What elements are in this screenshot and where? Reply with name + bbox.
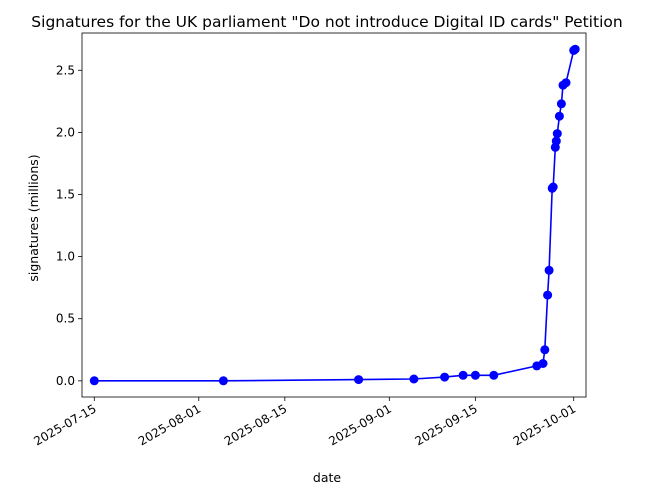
data-point [538,359,548,368]
y-tick-label: 0.0 [56,374,75,388]
y-axis-label: signatures (millions) [26,154,41,281]
data-point [440,372,450,382]
data-point [470,370,480,380]
x-tick-label: 2025-08-01 [136,401,203,448]
data-point [554,111,564,121]
data-point [89,376,99,386]
data-point [570,44,580,54]
x-tick-label: 2025-09-15 [412,401,479,448]
x-tick-label: 2025-07-15 [31,401,98,448]
y-tick-label: 1.5 [56,188,75,202]
y-tick-label: 0.5 [56,312,75,326]
data-point [543,290,553,300]
data-point [458,370,468,380]
data-point [354,375,364,385]
y-tick-label: 2.0 [56,125,75,139]
data-point [544,265,554,275]
x-axis: 2025-07-15 2025-08-01 2025-08-15 2025-09-01… [31,397,578,448]
data-point [552,129,562,139]
y-tick-label: 1.0 [56,250,75,264]
series-line [94,48,576,382]
x-tick-label: 2025-10-01 [511,401,578,448]
data-point [409,374,419,384]
plot-area-frame [81,32,587,398]
data-point [489,370,499,380]
chart-title: Signatures for the UK parliament "Do not… [31,13,622,31]
data-point [561,78,571,88]
y-axis: 0.0 0.5 1.0 1.5 2.0 2.5 [56,63,82,388]
x-tick-label: 2025-08-15 [222,401,289,448]
data-point [548,182,558,192]
x-tick-label: 2025-09-01 [326,401,393,448]
y-tick-label: 2.5 [56,63,75,77]
x-axis-label: date [313,470,341,485]
data-point [218,376,228,386]
data-point [556,99,566,109]
data-point [540,345,550,355]
series-layer [89,44,580,386]
data-point [551,136,561,146]
